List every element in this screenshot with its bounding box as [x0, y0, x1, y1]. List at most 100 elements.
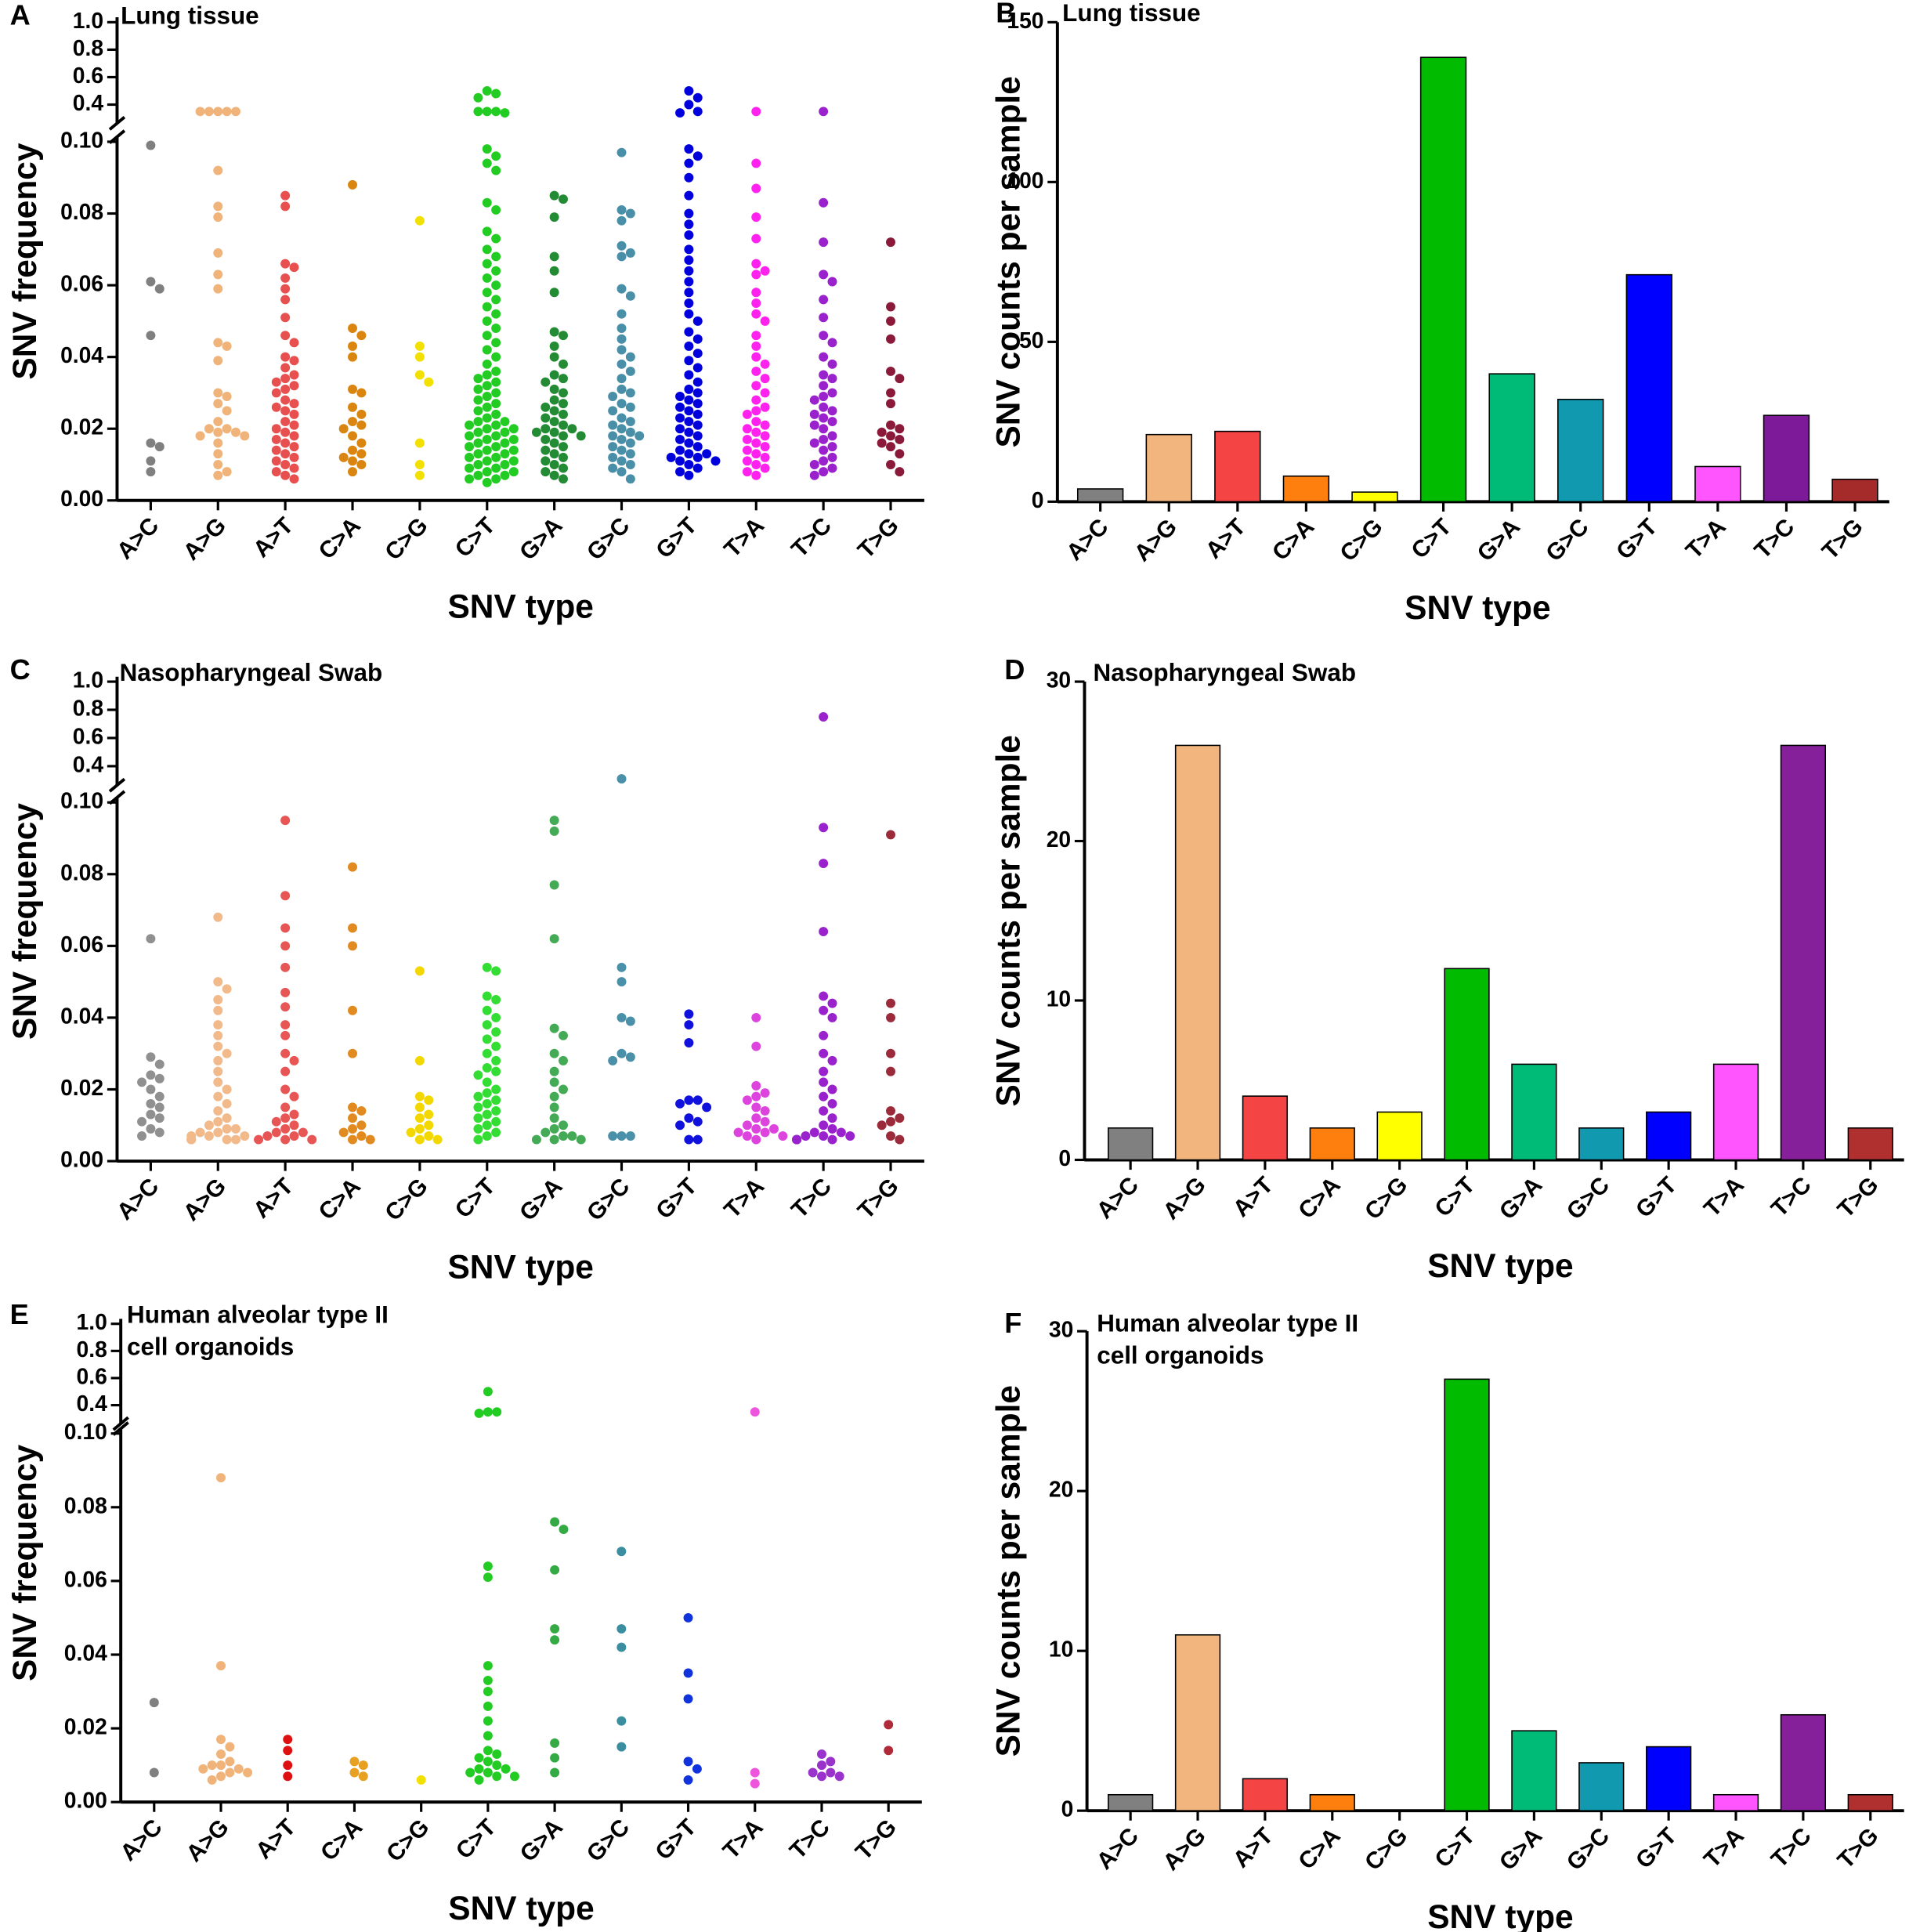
data-point [146, 1098, 156, 1109]
data-point [819, 295, 829, 305]
data-point [819, 313, 829, 323]
data-point [819, 1066, 829, 1076]
data-point [491, 309, 501, 319]
data-point [207, 1775, 217, 1785]
data-point [751, 1041, 761, 1051]
data-point [271, 1116, 281, 1127]
data-point [414, 1113, 425, 1123]
data-point [895, 424, 905, 434]
data-point [666, 452, 676, 462]
data-point [886, 442, 895, 452]
data-point [559, 1055, 568, 1065]
data-point [751, 270, 761, 280]
data-point [886, 460, 895, 469]
data-point [474, 1753, 484, 1763]
data-point [154, 1127, 165, 1138]
data-point [733, 1127, 743, 1138]
data-point [289, 442, 299, 452]
data-point [225, 1742, 235, 1752]
data-point [541, 402, 551, 412]
data-point [213, 1041, 223, 1051]
data-point [886, 1131, 895, 1141]
x-tick-label: T>A [719, 1174, 769, 1224]
y-tick-label: 0.8 [73, 695, 103, 720]
data-point [482, 1131, 492, 1141]
data-point [549, 352, 559, 362]
data-point [683, 1668, 693, 1678]
y-tick-label: 0.08 [60, 859, 103, 885]
data-point [809, 395, 819, 405]
data-point [154, 1102, 165, 1113]
data-point [778, 1131, 788, 1141]
data-point [154, 1113, 165, 1123]
data-point [819, 434, 829, 444]
data-point [482, 456, 492, 466]
data-point [465, 442, 475, 452]
data-point [683, 1694, 693, 1704]
y-tick-label: 0.6 [73, 63, 103, 88]
data-point [213, 1005, 223, 1015]
data-point [549, 1066, 559, 1076]
data-point [483, 1687, 493, 1697]
data-point [750, 1767, 760, 1778]
data-point [473, 107, 483, 117]
data-point [356, 1131, 367, 1141]
y-tick-label: 0.4 [73, 751, 104, 776]
data-point [751, 417, 761, 427]
x-axis-title: SNV type [1427, 1898, 1573, 1932]
data-point [827, 442, 837, 452]
data-point [289, 1109, 299, 1120]
x-tick-label: A>G [1130, 514, 1182, 566]
data-point [491, 204, 501, 215]
data-point [559, 474, 568, 484]
data-point [684, 327, 694, 337]
y-tick-label: 0.04 [60, 342, 103, 367]
data-point [491, 1105, 501, 1116]
data-point [358, 1771, 368, 1782]
bar [1780, 1713, 1827, 1811]
x-tick-label: A>C [115, 1814, 167, 1866]
data-point [231, 1123, 240, 1134]
data-point [827, 1098, 837, 1109]
panel-subtitle: Human alveolar type II [1097, 1310, 1358, 1337]
data-point [684, 255, 694, 266]
y-tick-label: 0.02 [64, 1714, 107, 1739]
x-tick-label: G>T [651, 512, 702, 563]
data-point [348, 923, 358, 933]
data-point [280, 449, 291, 459]
x-tick-label: G>T [1631, 1172, 1682, 1223]
data-point [349, 1757, 360, 1767]
y-tick-label: 0.04 [64, 1640, 107, 1665]
data-point [491, 1027, 501, 1037]
data-point [808, 1767, 818, 1778]
bar [1646, 1111, 1692, 1161]
data-point [414, 1091, 425, 1102]
data-point [491, 1066, 501, 1076]
data-point [473, 449, 483, 459]
data-point [482, 226, 492, 237]
data-point [616, 374, 627, 384]
data-point [280, 1048, 291, 1058]
x-tick-label: C>T [450, 1174, 501, 1224]
data-point [702, 1102, 712, 1113]
data-point [886, 1105, 895, 1116]
data-point [348, 179, 358, 190]
data-point [616, 456, 627, 466]
data-point [482, 1020, 492, 1030]
data-point [482, 331, 492, 341]
data-point [280, 1084, 291, 1094]
x-tick-label: G>C [582, 1174, 635, 1226]
data-point [827, 998, 837, 1008]
x-tick-label: C>T [1407, 514, 1457, 564]
data-point [146, 140, 156, 150]
data-point [280, 941, 291, 951]
data-point [482, 86, 492, 96]
data-point [473, 438, 483, 448]
data-point [684, 1095, 694, 1105]
data-point [675, 1098, 685, 1109]
x-tick-label: A>C [1092, 1823, 1144, 1875]
data-point [692, 334, 703, 344]
data-point [289, 338, 299, 348]
x-tick-label: T>G [853, 1174, 904, 1225]
data-point [195, 107, 205, 117]
